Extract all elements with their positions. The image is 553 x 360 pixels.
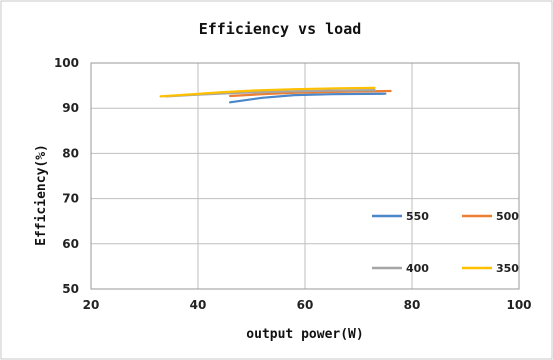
- y-tick-label: 90: [62, 101, 79, 115]
- x-tick-label: 100: [506, 298, 531, 312]
- legend-label-500: 500: [496, 210, 519, 223]
- plot-area-frame: [90, 62, 520, 290]
- legend-label-350: 350: [496, 262, 519, 275]
- x-axis-label: output power(W): [246, 327, 363, 342]
- gridlines: [90, 62, 520, 290]
- series-lines: [159, 86, 392, 104]
- y-axis-label: Efficiency(%): [34, 144, 49, 246]
- y-tick-label: 50: [62, 282, 79, 296]
- y-tick-label: 60: [62, 237, 79, 251]
- x-tick-label: 40: [190, 298, 207, 312]
- y-tick-label: 70: [62, 192, 79, 206]
- x-tick-label: 80: [404, 298, 421, 312]
- x-tick-label: 20: [83, 298, 100, 312]
- chart-title: Efficiency vs load: [199, 20, 362, 38]
- y-tick-label: 100: [54, 56, 79, 70]
- series-line-350: [159, 86, 376, 98]
- legend-label-400: 400: [406, 262, 429, 275]
- series-line-550: [229, 92, 387, 104]
- series-line-500: [229, 89, 392, 98]
- x-tick-label: 60: [297, 298, 314, 312]
- y-tick-label: 80: [62, 146, 79, 160]
- tick-labels: 50 60 70 80 90 100 20 40 60 80 100: [54, 56, 532, 312]
- legend: 550 500 400 350: [372, 210, 519, 275]
- legend-label-550: 550: [406, 210, 429, 223]
